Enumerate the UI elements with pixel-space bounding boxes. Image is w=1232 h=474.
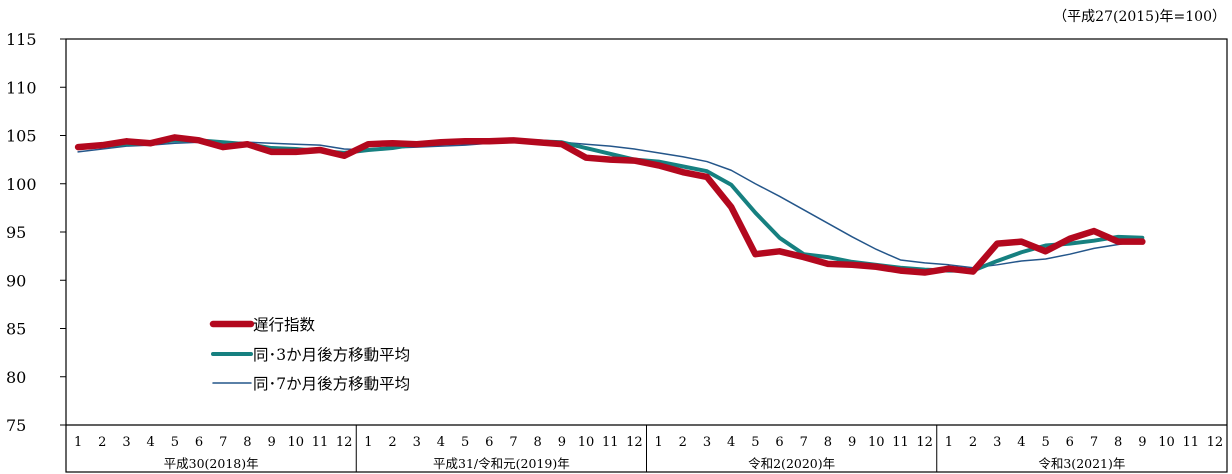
series-layer (74, 134, 1146, 276)
year-label: 令和3(2021)年 (1038, 456, 1125, 471)
month-tick-label: 1 (364, 435, 372, 450)
month-tick-label: 4 (1017, 435, 1025, 450)
series-1 (74, 134, 1146, 276)
y-tick-label: 75 (6, 416, 26, 435)
month-tick-label: 6 (195, 435, 203, 450)
month-tick-label: 11 (312, 435, 329, 450)
month-tick-label: 7 (1090, 435, 1098, 450)
month-tick-label: 12 (336, 435, 353, 450)
y-tick-label: 100 (6, 175, 37, 194)
y-tick-label: 95 (6, 223, 26, 242)
month-tick-label: 6 (775, 435, 783, 450)
month-tick-label: 6 (1066, 435, 1074, 450)
month-tick-label: 9 (848, 435, 856, 450)
month-tick-label: 3 (413, 435, 421, 450)
month-tick-label: 1 (74, 435, 82, 450)
month-tick-label: 3 (703, 435, 711, 450)
month-tick-label: 11 (892, 435, 909, 450)
month-tick-label: 9 (1138, 435, 1146, 450)
month-tick-label: 6 (485, 435, 493, 450)
legend-label: 同･3か月後方移動平均 (253, 346, 410, 364)
month-tick-label: 8 (824, 435, 832, 450)
month-tick-label: 2 (388, 435, 396, 450)
month-tick-label: 2 (969, 435, 977, 450)
legend-label: 同･7か月後方移動平均 (253, 375, 410, 393)
month-tick-label: 9 (558, 435, 566, 450)
month-tick-label: 3 (993, 435, 1001, 450)
month-tick-label: 12 (1207, 435, 1224, 450)
month-tick-label: 1 (945, 435, 953, 450)
month-tick-label: 11 (1182, 435, 1199, 450)
y-tick-label: 85 (6, 320, 26, 339)
month-tick-label: 8 (243, 435, 251, 450)
unit-note: （平成27(2015)年=100） (1053, 9, 1226, 25)
month-tick-label: 10 (578, 435, 595, 450)
month-tick-label: 5 (461, 435, 469, 450)
month-tick-label: 8 (534, 435, 542, 450)
x-axis: 1 2 3 4 5 6 7 8 9 10 11 12 1 2 3 4 5 6 7 8 9 10 11 12 1 2 3 4 5 6 7 8 9 1… (66, 424, 1227, 472)
series-line (74, 134, 1146, 276)
month-tick-label: 12 (916, 435, 933, 450)
month-tick-label: 11 (602, 435, 619, 450)
month-tick-label: 5 (1041, 435, 1049, 450)
month-tick-label: 9 (267, 435, 275, 450)
month-tick-label: 10 (1158, 435, 1175, 450)
month-tick-label: 5 (171, 435, 179, 450)
year-label: 平成31/令和元(2019)年 (433, 456, 570, 471)
month-tick-label: 2 (679, 435, 687, 450)
month-tick-label: 4 (727, 435, 735, 450)
y-tick-label: 90 (6, 271, 26, 290)
y-tick-label: 110 (6, 78, 37, 97)
month-tick-label: 10 (868, 435, 885, 450)
month-tick-label: 7 (509, 435, 517, 450)
year-label: 令和2(2020)年 (748, 456, 835, 471)
month-tick-label: 4 (147, 435, 155, 450)
plot-frame (65, 38, 1228, 473)
month-tick-label: 2 (98, 435, 106, 450)
month-tick-label: 5 (751, 435, 759, 450)
month-tick-label: 7 (219, 435, 227, 450)
month-tick-label: 1 (654, 435, 662, 450)
legend-label: 遅行指数 (253, 316, 316, 334)
y-tick-label: 105 (6, 127, 37, 146)
month-tick-label: 4 (437, 435, 445, 450)
y-tick-label: 115 (6, 30, 37, 49)
month-tick-label: 7 (800, 435, 808, 450)
month-tick-label: 8 (1114, 435, 1122, 450)
month-tick-label: 12 (626, 435, 643, 450)
year-label: 平成30(2018)年 (164, 456, 259, 471)
month-tick-label: 10 (288, 435, 305, 450)
month-tick-label: 3 (122, 435, 130, 450)
y-tick-label: 80 (6, 368, 26, 387)
